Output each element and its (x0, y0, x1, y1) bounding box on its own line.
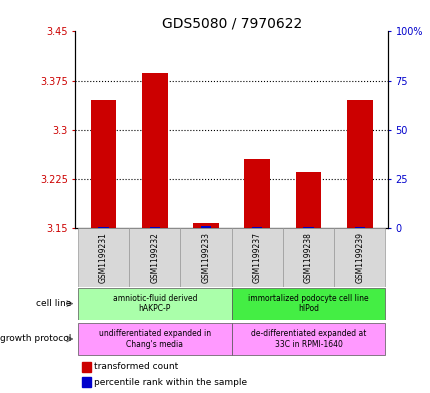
Bar (295, 172, 320, 228)
Bar (91, 100, 116, 228)
Text: GSM1199239: GSM1199239 (354, 232, 363, 283)
Text: GSM1199238: GSM1199238 (303, 232, 312, 283)
Title: GDS5080 / 7970622: GDS5080 / 7970622 (161, 16, 301, 30)
Text: cell line: cell line (36, 299, 71, 308)
Text: growth protocol: growth protocol (0, 334, 71, 343)
FancyBboxPatch shape (78, 228, 129, 287)
FancyBboxPatch shape (282, 228, 333, 287)
FancyBboxPatch shape (231, 288, 384, 320)
FancyBboxPatch shape (129, 228, 180, 287)
Text: GSM1199231: GSM1199231 (99, 232, 108, 283)
FancyBboxPatch shape (180, 228, 231, 287)
Bar (193, 223, 218, 228)
Bar (354, 227, 364, 228)
Text: de-differentiated expanded at
33C in RPMI-1640: de-differentiated expanded at 33C in RPM… (250, 329, 366, 349)
Text: percentile rank within the sample: percentile rank within the sample (94, 378, 247, 387)
Bar (346, 100, 372, 228)
Bar (244, 159, 270, 228)
Bar (252, 227, 262, 228)
FancyBboxPatch shape (78, 288, 231, 320)
Text: GSM1199232: GSM1199232 (150, 232, 159, 283)
FancyBboxPatch shape (231, 323, 384, 355)
Bar (200, 226, 211, 228)
Text: immortalized podocyte cell line
hIPod: immortalized podocyte cell line hIPod (248, 294, 368, 313)
Text: undifferentiated expanded in
Chang's media: undifferentiated expanded in Chang's med… (98, 329, 210, 349)
FancyBboxPatch shape (78, 323, 231, 355)
Bar (81, 377, 91, 387)
Bar (81, 362, 91, 372)
Text: GSM1199233: GSM1199233 (201, 232, 210, 283)
Bar (142, 73, 167, 228)
FancyBboxPatch shape (231, 228, 282, 287)
Text: GSM1199237: GSM1199237 (252, 232, 261, 283)
Text: transformed count: transformed count (94, 362, 178, 371)
Text: amniotic-fluid derived
hAKPC-P: amniotic-fluid derived hAKPC-P (112, 294, 197, 313)
FancyBboxPatch shape (333, 228, 384, 287)
